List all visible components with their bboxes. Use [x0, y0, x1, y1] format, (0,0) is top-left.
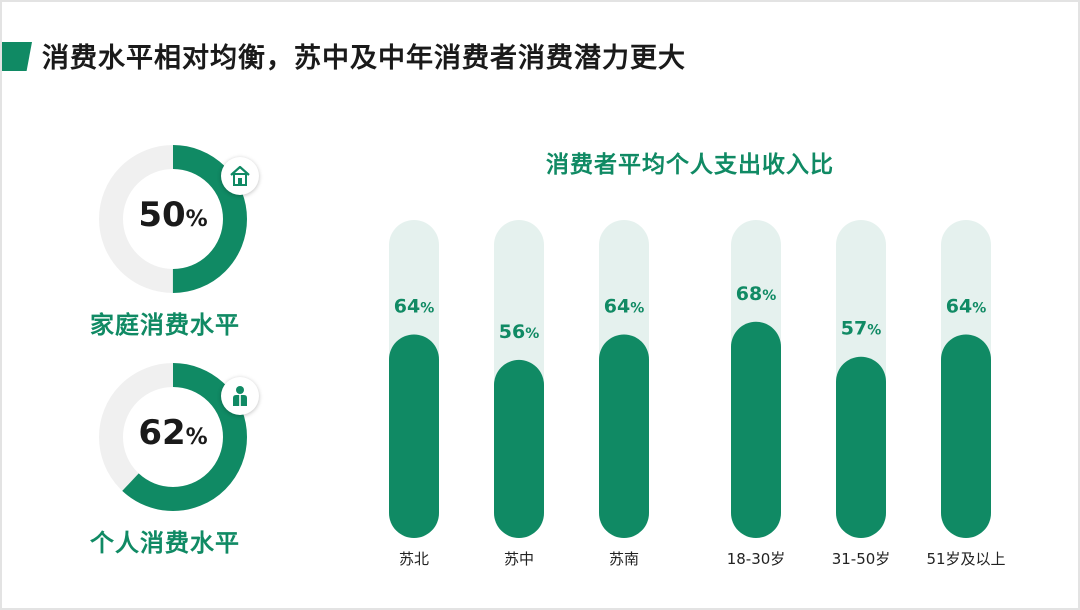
ring-fill [99, 145, 247, 293]
ring-label: 个人消费水平 [90, 529, 240, 557]
bar-value-label: 64% [946, 295, 986, 317]
ring-value: 62% [97, 413, 249, 453]
house-icon [221, 157, 259, 195]
bar [599, 334, 649, 538]
bar-value-label: 64% [604, 295, 644, 317]
ring-value: 50% [97, 195, 249, 235]
bar-value-label: 57% [841, 318, 881, 340]
ring-label: 家庭消费水平 [90, 311, 240, 339]
ring-value-unit: % [185, 207, 208, 232]
category-label: 苏北 [399, 550, 429, 568]
slide-title: 消费水平相对均衡，苏中及中年消费者消费潜力更大 [42, 43, 686, 74]
ring-personal-chart [99, 363, 247, 511]
bar-value-label: 56% [499, 321, 539, 343]
bar [494, 359, 544, 538]
chart-title: 消费者平均个人支出收入比 [546, 152, 834, 178]
ring-value-unit: % [185, 425, 208, 450]
title-accent-bar [2, 42, 32, 71]
bar [941, 334, 991, 538]
bar-value-label: 64% [394, 295, 434, 317]
ring-value-number: 50 [138, 195, 186, 235]
ring-household: 50% 家庭消费水平 [90, 143, 259, 343]
ring-personal: 62% 个人消费水平 [90, 361, 259, 561]
ring-fill [99, 363, 247, 511]
category-label: 51岁及以上 [926, 550, 1005, 568]
person-icon [221, 377, 259, 415]
bar [389, 334, 439, 538]
category-label: 苏南 [609, 550, 639, 568]
category-label: 18-30岁 [727, 550, 786, 568]
category-label: 苏中 [504, 550, 534, 568]
category-label: 31-50岁 [832, 550, 891, 568]
ring-value-number: 62 [138, 413, 186, 453]
ring-household-chart [99, 145, 247, 293]
bar [731, 321, 781, 538]
bar-value-label: 68% [736, 283, 776, 305]
bar [836, 356, 886, 538]
